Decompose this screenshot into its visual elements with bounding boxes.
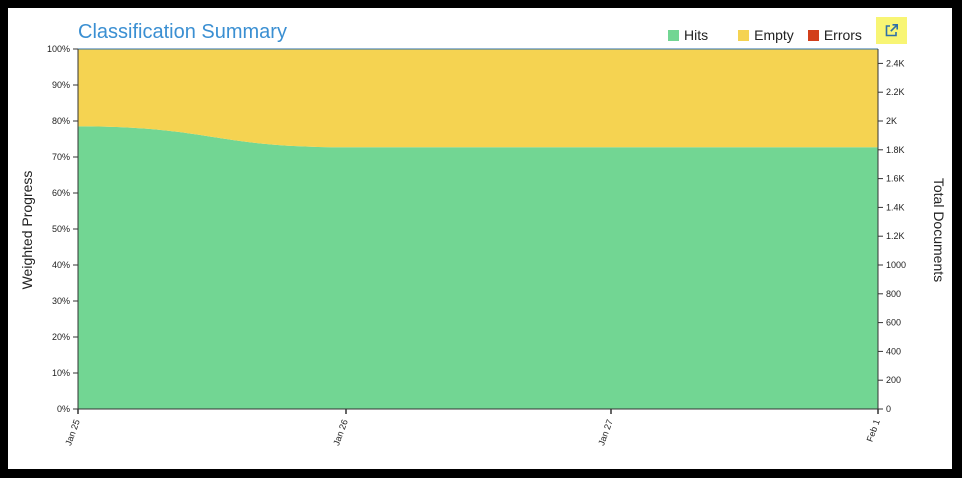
legend-item-hits[interactable]: Hits bbox=[668, 27, 708, 43]
legend-item-errors[interactable]: Errors bbox=[807, 27, 862, 43]
y2-tick-label: 1.4K bbox=[886, 202, 905, 212]
y2-tick-label: 600 bbox=[886, 318, 901, 328]
y-tick-label: 70% bbox=[52, 152, 70, 162]
y-tick-label: 30% bbox=[52, 296, 70, 306]
y-tick-label: 90% bbox=[52, 80, 70, 90]
y2-tick-label: 1.6K bbox=[886, 174, 905, 184]
legend-label-hits: Hits bbox=[684, 27, 709, 43]
export-button[interactable] bbox=[876, 17, 907, 44]
chart-svg: 0% 10% 20% 30% 40% 50% 60% 70% 80% 90% 100% 0 200 40… bbox=[19, 44, 947, 447]
y-tick-label: 80% bbox=[52, 116, 70, 126]
y-tick-label: 20% bbox=[52, 332, 70, 342]
area-empty[interactable] bbox=[78, 49, 878, 148]
y-axis-left: 0% 10% 20% 30% 40% 50% 60% 70% 80% 90% 100% bbox=[47, 44, 79, 414]
x-tick-label: Jan 26 bbox=[331, 418, 350, 447]
chart-panel: Classification Summary Hits Empty Errors… bbox=[8, 8, 952, 469]
y-tick-label: 10% bbox=[52, 368, 70, 378]
y2-tick-label: 0 bbox=[886, 404, 891, 414]
x-tick-label: Jan 27 bbox=[596, 418, 615, 447]
y2-tick-label: 1.2K bbox=[886, 231, 905, 241]
y2-tick-label: 2.4K bbox=[886, 58, 905, 68]
legend-label-errors: Errors bbox=[823, 27, 862, 43]
legend-swatch-hits bbox=[668, 29, 679, 41]
legend-swatch-empty bbox=[738, 29, 750, 41]
y-axis-label: Weighted Progress bbox=[19, 171, 35, 290]
y2-tick-label: 1.8K bbox=[886, 145, 905, 155]
x-tick-label: Feb 1 bbox=[865, 418, 882, 443]
legend-label-empty: Empty bbox=[754, 27, 794, 43]
external-link-icon bbox=[885, 24, 898, 37]
legend-item-empty[interactable]: Empty bbox=[738, 27, 794, 43]
y2-tick-label: 1000 bbox=[886, 260, 906, 270]
y2-tick-label: 800 bbox=[886, 289, 901, 299]
y-axis-right: 0 200 400 600 800 1000 1.2K 1.4K 1.6K 1.8K 2K 2.2K 2… bbox=[877, 49, 906, 414]
y-tick-label: 60% bbox=[52, 188, 70, 198]
x-axis: Jan 25 Jan 26 Jan 27 Feb 1 bbox=[63, 408, 882, 447]
area-hits[interactable] bbox=[78, 126, 878, 410]
y2-tick-label: 2.2K bbox=[886, 87, 905, 97]
y-tick-label: 40% bbox=[52, 260, 70, 270]
chart-title: Classification Summary bbox=[78, 21, 287, 43]
y2-tick-label: 400 bbox=[886, 346, 901, 356]
y2-axis-label: Total Documents bbox=[931, 178, 947, 282]
area-layer bbox=[78, 48, 878, 410]
legend-swatch-errors bbox=[807, 29, 819, 41]
y-tick-label: 0% bbox=[57, 404, 70, 414]
chart-legend: Hits Empty Errors bbox=[668, 27, 876, 43]
x-tick-label: Jan 25 bbox=[63, 418, 82, 447]
y-tick-label: 100% bbox=[47, 44, 70, 54]
y2-tick-label: 2K bbox=[886, 116, 897, 126]
y-tick-label: 50% bbox=[52, 224, 70, 234]
y2-tick-label: 200 bbox=[886, 375, 901, 385]
